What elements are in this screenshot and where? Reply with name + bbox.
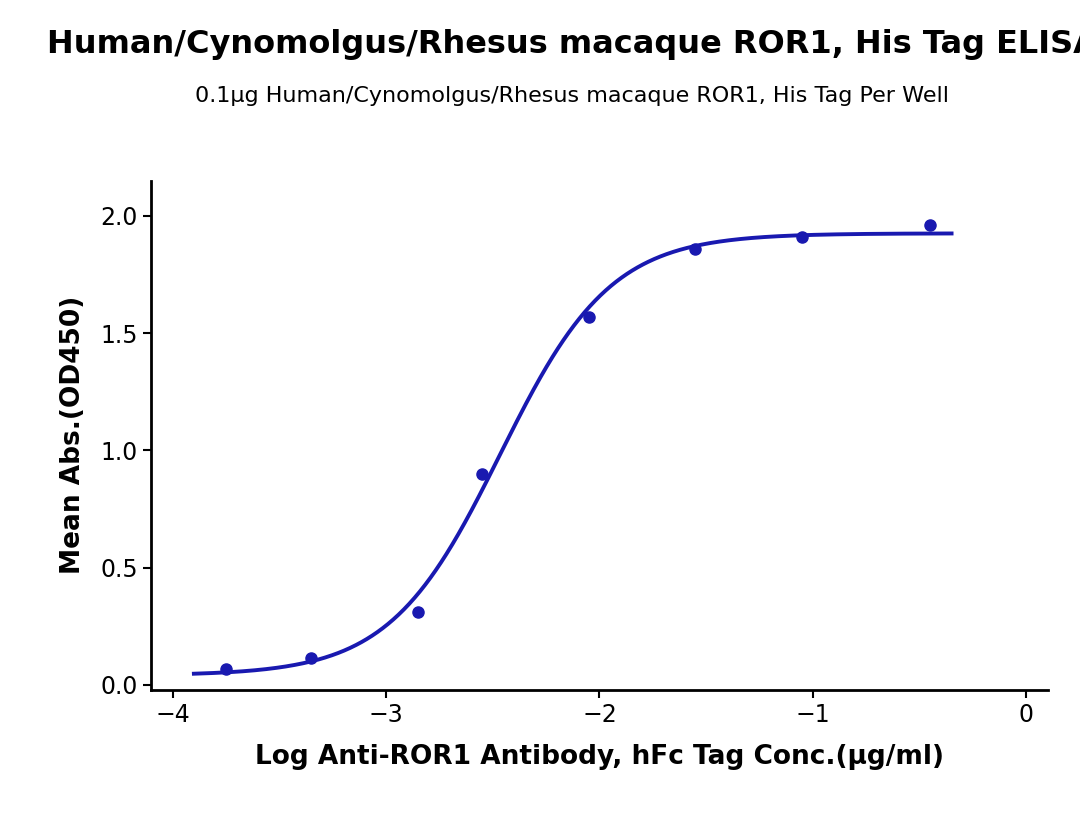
X-axis label: Log Anti-ROR1 Antibody, hFc Tag Conc.(μg/ml): Log Anti-ROR1 Antibody, hFc Tag Conc.(μg… xyxy=(255,744,944,769)
Y-axis label: Mean Abs.(OD450): Mean Abs.(OD450) xyxy=(60,296,86,574)
Point xyxy=(302,651,320,664)
Point xyxy=(921,218,939,232)
Point xyxy=(580,310,597,323)
Point xyxy=(217,662,234,675)
Text: Human/Cynomolgus/Rhesus macaque ROR1, His Tag ELISA: Human/Cynomolgus/Rhesus macaque ROR1, Hi… xyxy=(46,29,1080,60)
Point xyxy=(409,606,427,619)
Point xyxy=(687,242,704,255)
Point xyxy=(794,231,811,244)
Point xyxy=(473,467,490,480)
Text: 0.1μg Human/Cynomolgus/Rhesus macaque ROR1, His Tag Per Well: 0.1μg Human/Cynomolgus/Rhesus macaque RO… xyxy=(195,86,949,106)
